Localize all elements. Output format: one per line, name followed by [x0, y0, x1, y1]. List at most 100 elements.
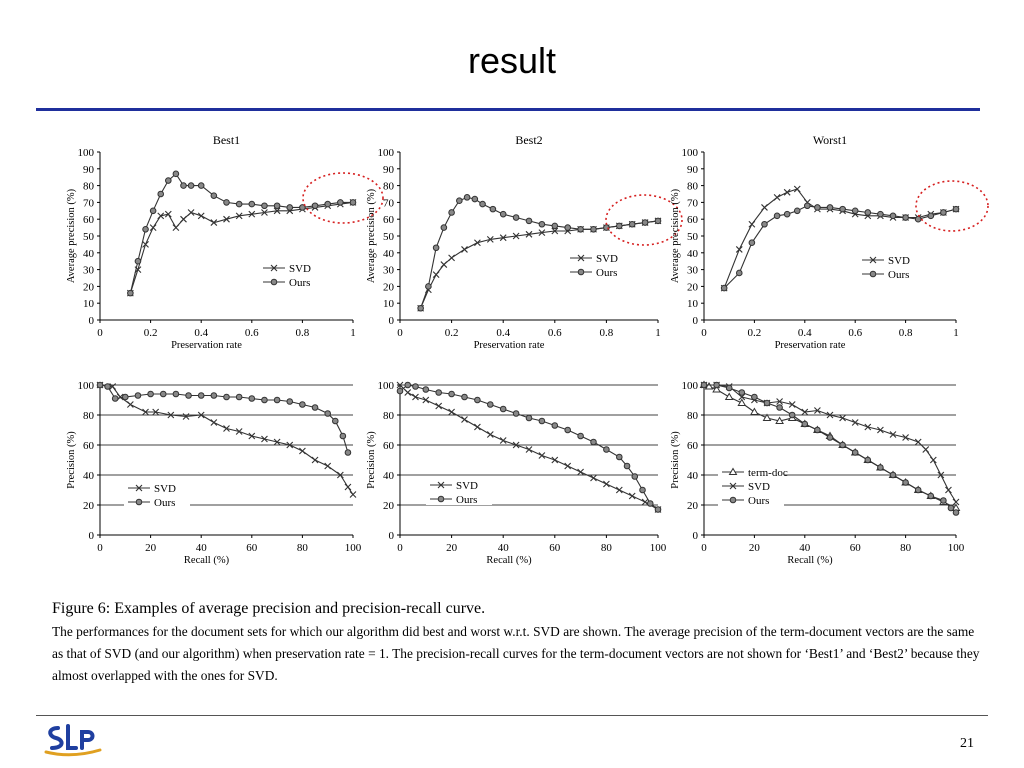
data-point [349, 491, 357, 498]
data-point [551, 222, 559, 230]
data-point [456, 197, 463, 205]
data-point [826, 204, 834, 211]
data-point [551, 227, 559, 235]
data-point [432, 244, 440, 252]
legend: SVD Ours [566, 251, 632, 279]
x-tick-label: 60 [850, 542, 862, 554]
data-point [489, 205, 497, 213]
legend-label: Ours [154, 497, 175, 509]
legend-label: SVD [154, 483, 176, 495]
legend-marker [577, 254, 585, 262]
x-tick-label: 0.8 [600, 327, 614, 339]
data-point [461, 393, 468, 401]
y-tick-label: 60 [687, 214, 699, 226]
legend-background [566, 251, 632, 264]
data-point [641, 219, 649, 226]
data-point [525, 414, 533, 422]
legend-background [718, 479, 784, 492]
legend-label: SVD [888, 255, 910, 267]
figure-caption: Figure 6: Examples of average precision … [52, 600, 982, 687]
series-line [704, 384, 957, 513]
data-point [628, 492, 636, 500]
data-point [248, 395, 256, 402]
data-point [299, 401, 306, 408]
data-point [126, 401, 134, 408]
y-tick-label: 50 [687, 231, 699, 243]
chart-best1-precision-recall: 0 20 40 60 80 100 0 20 40 60 80 100 Recall (%) Precis… [66, 380, 362, 566]
data-point [577, 468, 584, 476]
data-point [551, 456, 559, 464]
legend-marker [729, 482, 737, 490]
y-tick-label: 60 [383, 440, 395, 452]
legend-background [858, 253, 924, 266]
data-point [776, 404, 783, 411]
legend-label: term-doc [748, 467, 788, 479]
data-point [461, 246, 468, 253]
y-tick-label: 100 [682, 147, 699, 159]
data-point [783, 210, 791, 218]
data-point [889, 431, 897, 438]
data-point [499, 210, 507, 218]
y-tick-label: 50 [383, 231, 395, 243]
y-tick-label: 80 [687, 410, 699, 422]
data-point [134, 392, 142, 399]
data-point [127, 289, 134, 297]
y-tick-label: 60 [83, 440, 95, 452]
x-tick-label: 0.4 [194, 327, 208, 339]
chart-worst1-precision-recall: 0 20 40 60 80 100 0 20 40 60 80 100 Recall (%) Precis… [670, 380, 965, 566]
legend-marker [270, 264, 278, 272]
x-tick-label: 1 [953, 327, 959, 339]
x-axis-label: Preservation rate [775, 340, 846, 351]
y-tick-label: 40 [383, 248, 395, 260]
series-line [399, 384, 659, 510]
data-point [922, 446, 930, 453]
series-svd [417, 217, 662, 312]
series-svd [96, 381, 357, 498]
x-tick-label: 0.2 [748, 327, 762, 339]
data-point [952, 205, 960, 213]
legend-marker [869, 270, 877, 278]
data-point [248, 210, 256, 218]
data-point [889, 471, 897, 479]
data-point [223, 215, 230, 223]
data-point [396, 381, 404, 389]
data-point [902, 479, 909, 486]
data-point [499, 437, 507, 444]
y-tick-label: 40 [687, 248, 699, 260]
data-point [210, 392, 218, 399]
caption-body: The performances for the document sets f… [52, 624, 980, 683]
data-point [538, 417, 546, 425]
y-tick-label: 40 [687, 470, 699, 482]
y-tick-label: 90 [83, 164, 95, 176]
data-point [165, 177, 172, 184]
y-tick-label: 40 [83, 248, 95, 260]
y-tick-label: 60 [687, 440, 699, 452]
chart-best1-average-precision: Best1 0 10 20 30 40 50 60 70 80 90 100 0 0.2 0.4 0.6 0.8… [66, 133, 384, 351]
chart-title: Best2 [515, 133, 542, 147]
data-point [417, 304, 424, 312]
series-ours [700, 381, 960, 516]
legend-marker [577, 268, 585, 276]
data-point [525, 217, 533, 225]
y-tick-label: 30 [83, 265, 95, 277]
data-point [577, 225, 584, 233]
legend-label: Ours [289, 277, 310, 289]
data-point [185, 392, 192, 399]
data-point [149, 207, 157, 215]
data-point [851, 207, 859, 215]
data-point [902, 434, 909, 441]
data-point [525, 230, 533, 238]
data-point [804, 202, 811, 210]
data-point [339, 432, 347, 440]
data-point [940, 497, 947, 504]
series-ours [720, 202, 960, 292]
data-point [164, 210, 172, 218]
data-point [479, 200, 486, 208]
legend-label: SVD [456, 480, 478, 492]
data-point [336, 471, 344, 479]
data-point [111, 395, 119, 402]
data-point [952, 498, 960, 506]
data-point [814, 426, 821, 434]
data-point [751, 393, 758, 401]
x-tick-label: 80 [297, 542, 309, 554]
